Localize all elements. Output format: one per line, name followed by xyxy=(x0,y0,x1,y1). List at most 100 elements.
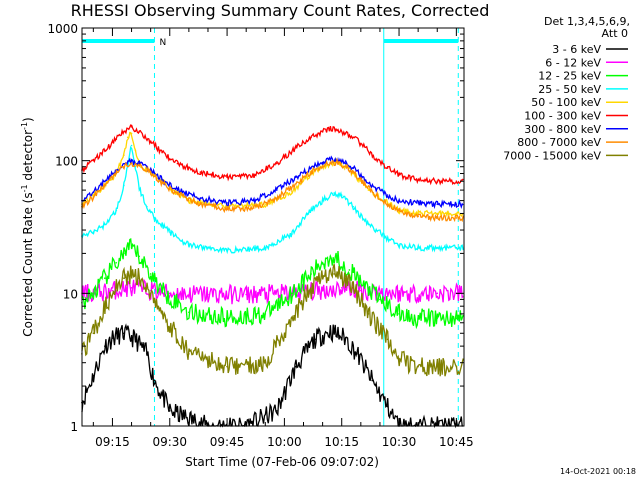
series-line-7 xyxy=(81,157,464,223)
series-line-5 xyxy=(81,124,464,186)
series-7-point-20 xyxy=(352,171,354,173)
legend-label-6: 300 - 800 keV xyxy=(524,123,601,136)
series-7-point-13 xyxy=(275,197,278,200)
series-1-point-10 xyxy=(340,287,343,289)
series-6-point-6 xyxy=(138,162,140,165)
series-8-point-3 xyxy=(115,287,118,289)
series-0-point-11 xyxy=(275,410,278,412)
series-6-point-9 xyxy=(176,189,179,191)
series-8-point-21 xyxy=(417,365,419,368)
series-8-point-12 xyxy=(291,317,293,319)
series-3-point-2 xyxy=(104,223,106,226)
series-2-point-18 xyxy=(360,282,362,284)
series-3-point-4 xyxy=(123,184,125,187)
series-7-point-9 xyxy=(176,193,179,195)
series-5-point-20 xyxy=(352,136,354,139)
y-axis-label: Corrected Count Rate (s-1 detector-1) xyxy=(20,117,35,336)
legend-header-line-2: Att 0 xyxy=(602,27,628,40)
series-0-point-3 xyxy=(111,337,114,339)
series-2-point-11 xyxy=(264,313,267,315)
series-2-point-20 xyxy=(398,313,400,315)
y-axis-label-superscript-1: -1 xyxy=(20,184,29,192)
series-3-point-8 xyxy=(138,187,140,190)
series-5-point-24 xyxy=(398,174,400,176)
x-tick-label-3: 10:00 xyxy=(267,435,302,449)
series-6-point-24 xyxy=(398,199,400,202)
series-4-point-15 xyxy=(291,191,293,193)
series-3-point-1 xyxy=(92,231,95,233)
series-layer xyxy=(81,124,464,429)
series-3-point-18 xyxy=(333,192,335,194)
series-5-point-2 xyxy=(104,149,106,151)
series-3-point-13 xyxy=(226,249,228,252)
x-tick-label-4: 10:15 xyxy=(324,435,359,449)
series-6-point-4 xyxy=(123,162,125,165)
series-5-point-23 xyxy=(386,167,389,169)
series-2-point-10 xyxy=(226,317,228,319)
legend-label-2: 12 - 25 keV xyxy=(538,70,601,83)
x-tick-label-2: 09:45 xyxy=(210,435,245,449)
series-0-point-13 xyxy=(314,338,316,341)
series-8-point-5 xyxy=(130,273,133,275)
series-5-point-25 xyxy=(417,178,419,181)
series-8-point-13 xyxy=(306,292,309,295)
series-0-point-6 xyxy=(146,353,148,355)
series-8-point-20 xyxy=(398,358,400,360)
series-8-point-4 xyxy=(123,277,125,280)
series-4-point-16 xyxy=(306,176,309,179)
series-4-point-21 xyxy=(367,189,370,191)
series-0-point-12 xyxy=(295,365,297,368)
series-2-point-6 xyxy=(138,255,140,258)
series-0-point-18 xyxy=(386,405,389,408)
y-axis-ticks: 1 10 100 1000 xyxy=(47,22,464,434)
series-line-0 xyxy=(81,323,464,429)
series-5-point-18 xyxy=(337,129,339,131)
x-axis-label: Start Time (07-Feb-06 09:07:02) xyxy=(185,455,379,469)
legend-label-4: 50 - 100 keV xyxy=(531,96,601,109)
series-1-point-13 xyxy=(436,292,439,295)
legend-label-1: 6 - 12 keV xyxy=(545,56,601,69)
series-7-point-2 xyxy=(104,184,106,187)
series-2-point-22 xyxy=(436,317,439,319)
series-5-point-16 xyxy=(321,131,324,133)
series-6-point-5 xyxy=(130,159,133,162)
series-8-point-15 xyxy=(333,273,335,275)
legend-label-0: 3 - 6 keV xyxy=(552,43,601,56)
series-0-point-7 xyxy=(153,379,156,382)
series-6-point-12 xyxy=(253,199,255,202)
series-1-point-7 xyxy=(245,293,247,296)
series-0-point-8 xyxy=(168,410,171,412)
x-tick-label-6: 10:45 xyxy=(439,435,474,449)
y-tick-label-2: 100 xyxy=(55,155,78,169)
chart-title: RHESSI Observing Summary Count Rates, Co… xyxy=(71,1,490,20)
series-7-point-8 xyxy=(161,182,163,184)
series-5-point-12 xyxy=(253,174,255,176)
series-5-point-22 xyxy=(371,154,374,156)
series-0-point-17 xyxy=(371,379,374,382)
series-7-point-27 xyxy=(455,217,458,219)
series-0-point-4 xyxy=(123,332,125,335)
series-7-point-11 xyxy=(226,208,228,211)
series-8-point-17 xyxy=(352,287,354,289)
series-1-point-5 xyxy=(168,292,171,295)
series-5-point-10 xyxy=(199,171,202,173)
series-6-point-1 xyxy=(92,191,95,193)
series-5-point-8 xyxy=(161,151,163,154)
series-7-point-23 xyxy=(386,203,389,205)
series-line-2 xyxy=(81,237,464,330)
series-0-point-5 xyxy=(134,338,137,341)
series-3-point-11 xyxy=(168,231,171,233)
series-2-point-4 xyxy=(123,252,125,255)
series-3-point-25 xyxy=(436,247,439,249)
series-7-point-21 xyxy=(360,178,362,181)
series-3-point-9 xyxy=(146,205,148,208)
y-tick-label-3: 1000 xyxy=(47,22,78,36)
series-0-point-14 xyxy=(329,330,332,332)
series-2-point-3 xyxy=(115,261,118,264)
annotation-lines: N xyxy=(82,28,459,426)
y-axis-label-end: ) xyxy=(21,117,35,122)
series-8-point-19 xyxy=(386,338,389,341)
series-8-point-11 xyxy=(264,361,267,364)
y-axis-label-superscript-2: -1 xyxy=(20,122,29,130)
